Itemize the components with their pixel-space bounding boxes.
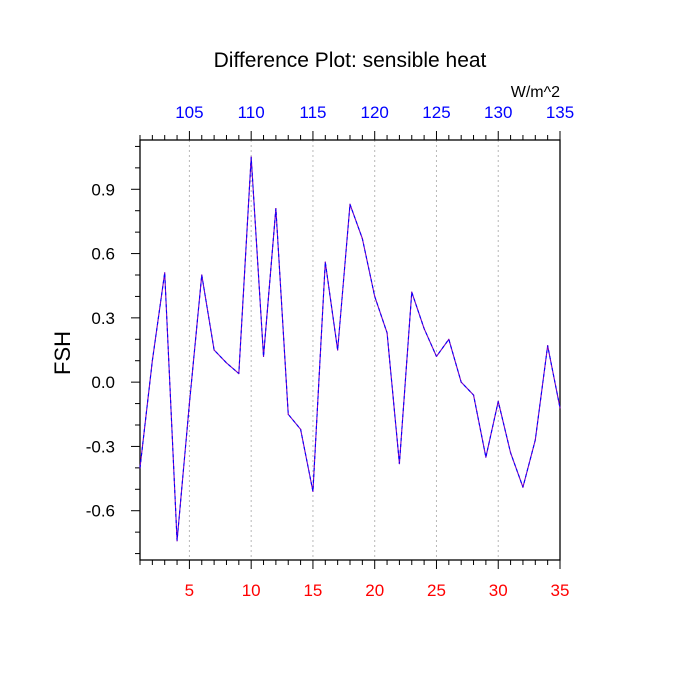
y-tick-label-0.3: 0.3 bbox=[91, 309, 115, 328]
y-tick-label-0.6: 0.6 bbox=[91, 245, 115, 264]
data-point-11 bbox=[262, 355, 265, 358]
data-point-19 bbox=[361, 237, 363, 240]
x-top-tick-label-120: 120 bbox=[361, 103, 389, 122]
x-bottom-tick-label-15: 15 bbox=[303, 581, 322, 600]
data-point-33 bbox=[534, 439, 536, 441]
data-point-5 bbox=[188, 402, 191, 405]
data-point-12 bbox=[275, 207, 277, 210]
data-point-16 bbox=[324, 261, 326, 263]
data-point-1 bbox=[139, 467, 141, 469]
units-label: W/m^2 bbox=[511, 84, 560, 101]
x-top-tick-label-110: 110 bbox=[238, 103, 265, 122]
x-bottom-tick-label-25: 25 bbox=[427, 581, 446, 600]
data-point-9 bbox=[238, 372, 240, 375]
data-point-18 bbox=[349, 203, 351, 205]
data-point-25 bbox=[435, 355, 438, 358]
data-point-4 bbox=[176, 540, 178, 542]
data-point-28 bbox=[472, 394, 475, 396]
data-point-20 bbox=[374, 295, 376, 298]
data-point-35 bbox=[559, 407, 561, 409]
y-tick-label-0.0: 0.0 bbox=[91, 373, 115, 392]
x-top-tick-label-105: 105 bbox=[175, 103, 203, 122]
data-point-17 bbox=[337, 349, 339, 351]
data-point-26 bbox=[448, 338, 450, 340]
data-point-10 bbox=[250, 156, 252, 158]
x-bottom-tick-label-30: 30 bbox=[489, 581, 508, 600]
data-point-34 bbox=[547, 345, 549, 347]
data-point-29 bbox=[485, 456, 487, 458]
data-point-13 bbox=[287, 413, 289, 415]
x-top-tick-label-135: 135 bbox=[546, 103, 574, 122]
chart-title: Difference Plot: sensible heat bbox=[214, 49, 487, 72]
data-point-7 bbox=[213, 349, 215, 351]
data-point-6 bbox=[201, 274, 203, 276]
plot-area: 5 10 15 20 25 30 35 105 110 115 120 125 130 135 -0.6 -0… bbox=[86, 103, 574, 600]
data-point-22 bbox=[398, 462, 401, 465]
data-point-21 bbox=[386, 332, 388, 334]
y-tick-label--0.6: -0.6 bbox=[86, 502, 115, 521]
x-bottom-tick-label-5: 5 bbox=[185, 581, 194, 600]
x-top-tick-label-125: 125 bbox=[422, 103, 450, 122]
data-point-3 bbox=[164, 272, 166, 274]
data-point-15 bbox=[312, 490, 314, 493]
data-point-24 bbox=[423, 327, 425, 330]
data-point-2 bbox=[151, 360, 153, 362]
data-point-30 bbox=[497, 400, 499, 403]
data-point-23 bbox=[411, 291, 413, 293]
x-bottom-tick-label-20: 20 bbox=[365, 581, 384, 600]
y-tick-label-0.9: 0.9 bbox=[91, 180, 115, 199]
y-tick-label--0.3: -0.3 bbox=[86, 437, 115, 456]
y-axis-label: FSH bbox=[50, 331, 75, 375]
data-point-31 bbox=[509, 452, 512, 454]
x-top-tick-label-115: 115 bbox=[299, 103, 326, 122]
data-point-27 bbox=[460, 381, 462, 383]
data-point-8 bbox=[225, 362, 228, 364]
x-bottom-tick-label-10: 10 bbox=[242, 581, 261, 600]
x-bottom-tick-label-35: 35 bbox=[551, 581, 570, 600]
data-point-32 bbox=[522, 486, 524, 488]
x-top-tick-label-130: 130 bbox=[484, 103, 512, 122]
data-point-14 bbox=[299, 428, 302, 430]
